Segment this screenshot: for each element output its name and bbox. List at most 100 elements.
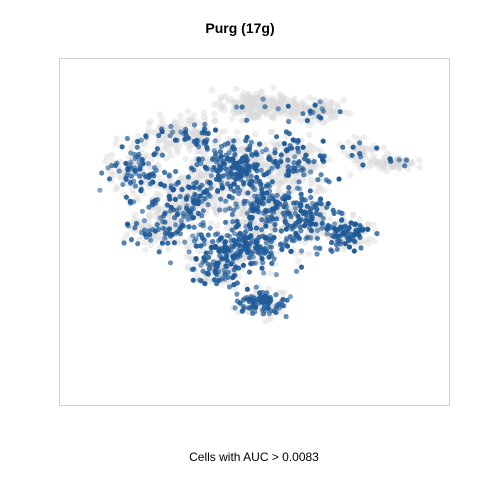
cell-point bbox=[267, 223, 274, 230]
cell-point bbox=[275, 181, 282, 189]
highlighted-cell-point bbox=[255, 193, 261, 199]
cell-point bbox=[240, 217, 247, 225]
cell-point bbox=[280, 94, 287, 101]
cell-point bbox=[218, 102, 226, 109]
cell-point bbox=[349, 211, 356, 219]
highlighted-cell-point bbox=[247, 179, 253, 185]
highlighted-cell-point bbox=[250, 202, 256, 208]
highlighted-cell-point bbox=[166, 173, 172, 179]
highlighted-cell-point bbox=[309, 200, 316, 206]
cell-point bbox=[275, 233, 282, 241]
highlighted-cell-point bbox=[253, 151, 259, 157]
cell-point bbox=[252, 111, 260, 119]
highlighted-cell-point bbox=[161, 169, 168, 175]
cell-point bbox=[262, 318, 269, 325]
highlighted-cell-point bbox=[145, 160, 151, 167]
highlighted-cell-point bbox=[202, 195, 208, 201]
cell-point bbox=[298, 101, 306, 108]
highlighted-cell-point bbox=[250, 299, 256, 305]
cell-point bbox=[148, 156, 155, 163]
highlighted-cell-point bbox=[330, 207, 336, 213]
highlighted-cell-point bbox=[223, 152, 229, 158]
cell-point bbox=[268, 114, 276, 121]
cell-point bbox=[267, 106, 274, 113]
highlighted-cell-point bbox=[270, 216, 276, 222]
highlighted-cell-point bbox=[224, 171, 230, 177]
cell-point bbox=[261, 107, 268, 115]
cell-point bbox=[128, 144, 135, 151]
highlighted-cell-point bbox=[159, 240, 165, 246]
highlighted-cell-point bbox=[268, 244, 275, 250]
cell-point bbox=[242, 100, 250, 107]
highlighted-cell-point bbox=[150, 202, 156, 208]
cell-point bbox=[254, 108, 262, 116]
highlighted-cell-point bbox=[123, 175, 129, 181]
highlighted-cell-point bbox=[199, 182, 205, 188]
highlighted-cell-point bbox=[218, 235, 224, 241]
cell-point bbox=[365, 221, 372, 228]
cell-point bbox=[326, 215, 333, 222]
cell-point bbox=[315, 109, 322, 116]
cell-point bbox=[377, 162, 385, 169]
highlighted-cell-point bbox=[292, 205, 299, 211]
highlighted-cell-point bbox=[338, 224, 344, 231]
highlighted-cell-point bbox=[193, 236, 199, 242]
highlighted-cell-point bbox=[189, 215, 195, 221]
highlighted-cell-point bbox=[166, 193, 172, 199]
cell-point bbox=[371, 157, 378, 164]
cell-point bbox=[308, 118, 316, 126]
highlighted-cell-point bbox=[244, 210, 250, 216]
highlighted-cell-point bbox=[293, 222, 299, 228]
cell-point bbox=[363, 221, 371, 228]
cell-point bbox=[131, 211, 139, 218]
cell-point bbox=[251, 114, 258, 121]
highlighted-cell-point bbox=[231, 181, 237, 187]
cell-point bbox=[247, 99, 254, 106]
highlighted-cell-point bbox=[193, 256, 199, 262]
highlighted-cell-point bbox=[190, 277, 196, 283]
cell-point bbox=[266, 104, 274, 111]
cell-point bbox=[268, 201, 275, 208]
highlighted-cell-point bbox=[238, 248, 244, 254]
highlighted-cell-point bbox=[219, 185, 225, 191]
cell-point bbox=[374, 160, 381, 167]
highlighted-cell-point bbox=[162, 235, 168, 241]
highlighted-cell-point bbox=[207, 193, 213, 199]
cell-point bbox=[288, 110, 296, 118]
highlighted-cell-point bbox=[143, 133, 149, 139]
highlighted-cell-point bbox=[183, 196, 189, 202]
highlighted-cell-point bbox=[248, 173, 254, 179]
cell-point bbox=[162, 145, 169, 152]
highlighted-cell-point bbox=[319, 157, 326, 163]
cell-point bbox=[394, 162, 402, 169]
highlighted-cell-point bbox=[324, 231, 330, 237]
highlighted-cell-point bbox=[282, 219, 288, 225]
highlighted-cell-point bbox=[222, 207, 228, 213]
cell-point bbox=[159, 205, 166, 212]
cell-point bbox=[192, 126, 199, 133]
cell-point bbox=[147, 118, 154, 125]
cell-point bbox=[381, 162, 388, 169]
highlighted-cell-point bbox=[218, 153, 224, 159]
cell-point bbox=[260, 161, 267, 169]
highlighted-cell-point bbox=[286, 172, 292, 178]
highlighted-cell-point bbox=[185, 174, 191, 180]
highlighted-cell-point bbox=[141, 171, 147, 177]
highlighted-cell-point bbox=[260, 260, 266, 266]
highlighted-cell-point bbox=[146, 204, 152, 210]
cell-point bbox=[167, 152, 175, 159]
cell-point bbox=[160, 132, 167, 140]
highlighted-cell-point bbox=[233, 251, 239, 257]
cell-point bbox=[295, 257, 302, 264]
highlighted-cell-point bbox=[352, 238, 358, 245]
highlighted-cell-point bbox=[259, 217, 265, 223]
highlighted-cell-point bbox=[286, 210, 292, 216]
highlighted-cell-point bbox=[403, 157, 410, 163]
highlighted-cell-point bbox=[258, 167, 264, 173]
cell-point bbox=[190, 130, 197, 138]
cell-point bbox=[190, 112, 198, 119]
cell-point bbox=[258, 160, 265, 167]
highlighted-cell-point bbox=[349, 152, 355, 158]
cell-point bbox=[275, 186, 283, 193]
